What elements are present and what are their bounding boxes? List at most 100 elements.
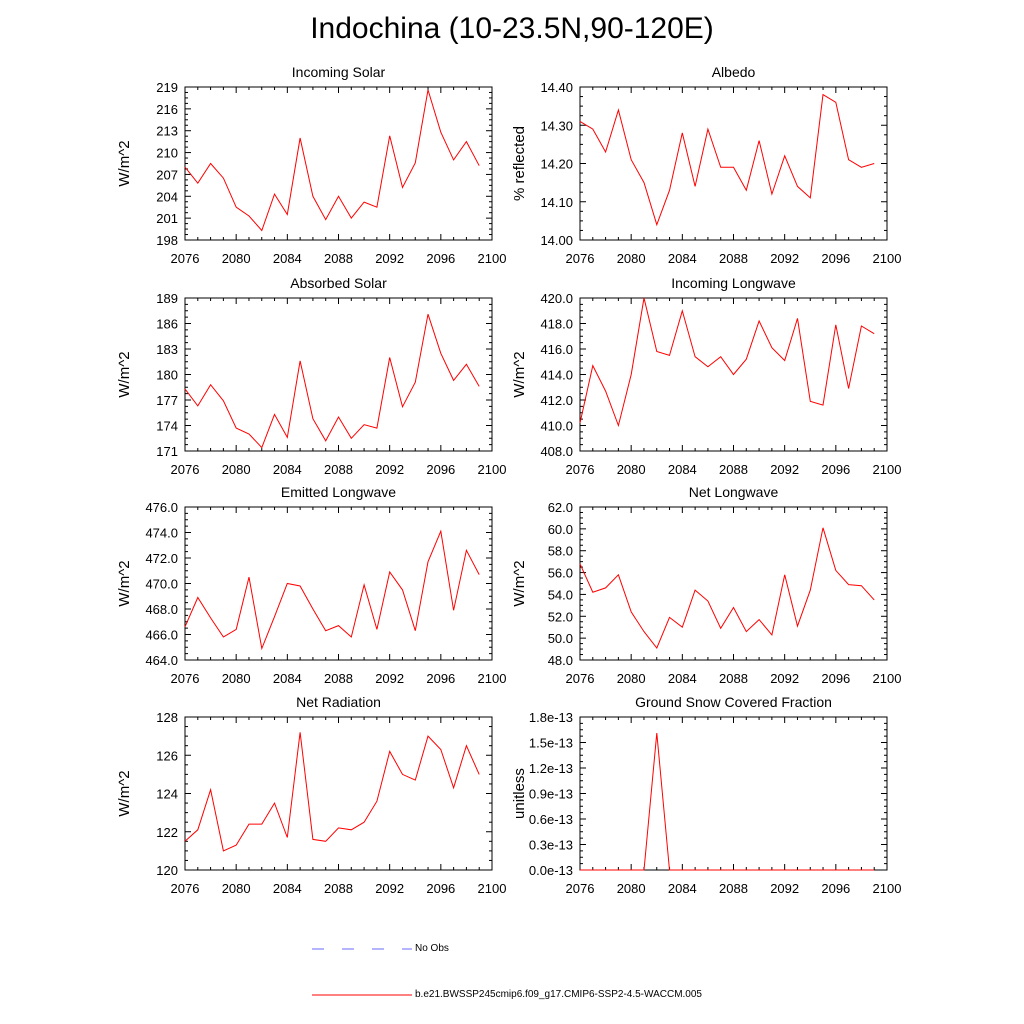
x-tick-label: 2096 bbox=[426, 251, 455, 266]
series-line bbox=[184, 314, 480, 449]
x-tick-label: 2084 bbox=[273, 881, 302, 896]
x-tick-label: 2092 bbox=[770, 462, 799, 477]
y-tick-label: 56.0 bbox=[548, 566, 573, 581]
y-tick-label: 474.0 bbox=[145, 526, 178, 541]
y-tick-label: 186 bbox=[156, 317, 178, 332]
y-axis-label: W/m^2 bbox=[116, 351, 133, 397]
y-tick-label: 48.0 bbox=[548, 653, 573, 668]
x-tick-label: 2092 bbox=[375, 671, 404, 686]
y-tick-label: 1.8e-13 bbox=[529, 710, 573, 725]
y-tick-label: 177 bbox=[156, 393, 178, 408]
x-tick-label: 2096 bbox=[426, 881, 455, 896]
panel-title: Incoming Longwave bbox=[671, 275, 796, 291]
y-tick-label: 198 bbox=[156, 233, 178, 248]
y-tick-label: 412.0 bbox=[540, 393, 573, 408]
y-tick-label: 14.30 bbox=[540, 118, 573, 133]
panel-incoming-longwave: 2076 2080 2084 2088 2092 2096 2100 408.0 410.0 41… bbox=[511, 275, 901, 477]
y-tick-label: 14.00 bbox=[540, 233, 573, 248]
y-tick-label: 210 bbox=[156, 146, 178, 161]
y-tick-label: 0.0e-13 bbox=[529, 863, 573, 878]
y-tick-label: 472.0 bbox=[145, 551, 178, 566]
y-tick-label: 14.40 bbox=[540, 80, 573, 95]
y-tick-label: 50.0 bbox=[548, 631, 573, 646]
x-tick-label: 2096 bbox=[821, 881, 850, 896]
y-tick-label: 418.0 bbox=[540, 317, 573, 332]
legend-obs-label: No Obs bbox=[415, 943, 449, 954]
y-tick-label: 14.20 bbox=[540, 157, 573, 172]
panel-net-radiation: 2076 2080 2084 2088 2092 2096 2100 120 122 124 126… bbox=[116, 694, 506, 896]
y-axis-label: % reflected bbox=[511, 126, 528, 201]
x-tick-label: 2100 bbox=[478, 251, 507, 266]
x-tick-label: 2084 bbox=[668, 462, 697, 477]
y-axis-label: W/m^2 bbox=[116, 770, 133, 816]
y-tick-label: 414.0 bbox=[540, 368, 573, 383]
y-tick-label: 408.0 bbox=[540, 444, 573, 459]
panel-title: Ground Snow Covered Fraction bbox=[635, 694, 832, 710]
x-tick-label: 2096 bbox=[821, 671, 850, 686]
x-tick-label: 2084 bbox=[273, 462, 302, 477]
y-tick-label: 183 bbox=[156, 342, 178, 357]
x-tick-label: 2084 bbox=[273, 251, 302, 266]
series-line bbox=[579, 297, 875, 428]
y-tick-label: 126 bbox=[156, 748, 178, 763]
y-tick-label: 416.0 bbox=[540, 342, 573, 357]
series-line bbox=[580, 733, 875, 871]
y-tick-label: 207 bbox=[156, 167, 178, 182]
panel-net-longwave: 2076 2080 2084 2088 2092 2096 2100 48.0 50.0 52.0… bbox=[511, 484, 901, 686]
y-tick-label: 58.0 bbox=[548, 544, 573, 559]
x-tick-label: 2092 bbox=[375, 881, 404, 896]
y-tick-label: 189 bbox=[156, 291, 178, 306]
x-tick-label: 2092 bbox=[375, 251, 404, 266]
x-tick-label: 2100 bbox=[873, 671, 902, 686]
y-tick-label: 466.0 bbox=[145, 628, 178, 643]
y-tick-label: 14.10 bbox=[540, 195, 573, 210]
panel-title: Incoming Solar bbox=[292, 64, 386, 80]
y-tick-label: 216 bbox=[156, 102, 178, 117]
x-tick-label: 2092 bbox=[770, 251, 799, 266]
x-tick-label: 2076 bbox=[171, 671, 200, 686]
x-tick-label: 2092 bbox=[770, 671, 799, 686]
legend-model-label: b.e21.BWSSP245cmip6.f09_g17.CMIP6-SSP2-4… bbox=[415, 989, 702, 1000]
y-axis-label: W/m^2 bbox=[116, 140, 133, 186]
x-tick-label: 2100 bbox=[478, 881, 507, 896]
y-axis-label: W/m^2 bbox=[116, 560, 133, 606]
page-title: Indochina (10-23.5N,90-120E) bbox=[310, 12, 714, 45]
y-tick-label: 470.0 bbox=[145, 577, 178, 592]
y-tick-label: 464.0 bbox=[145, 653, 178, 668]
x-tick-label: 2084 bbox=[668, 671, 697, 686]
y-tick-label: 410.0 bbox=[540, 419, 573, 434]
panel-ground-snow-covered-fraction: 2076 2080 2084 2088 2092 2096 2100 0.0e-13 0.3e-… bbox=[511, 694, 901, 896]
x-tick-label: 2084 bbox=[273, 671, 302, 686]
y-tick-label: 128 bbox=[156, 710, 178, 725]
x-tick-label: 2080 bbox=[617, 671, 646, 686]
y-tick-label: 174 bbox=[156, 419, 178, 434]
y-tick-label: 1.2e-13 bbox=[529, 761, 573, 776]
x-tick-label: 2088 bbox=[719, 251, 748, 266]
panel-absorbed-solar: 2076 2080 2084 2088 2092 2096 2100 171 174 177 180… bbox=[116, 275, 506, 477]
y-tick-label: 213 bbox=[156, 124, 178, 139]
y-tick-label: 201 bbox=[156, 211, 178, 226]
panel-emitted-longwave: 2076 2080 2084 2088 2092 2096 2100 464.0 466.0 46… bbox=[116, 484, 506, 686]
series-line bbox=[184, 529, 480, 651]
y-tick-label: 120 bbox=[156, 863, 178, 878]
x-tick-label: 2100 bbox=[478, 671, 507, 686]
x-tick-label: 2080 bbox=[617, 251, 646, 266]
y-tick-label: 52.0 bbox=[548, 609, 573, 624]
y-tick-label: 180 bbox=[156, 368, 178, 383]
x-tick-label: 2096 bbox=[821, 251, 850, 266]
x-tick-label: 2088 bbox=[324, 671, 353, 686]
x-tick-label: 2088 bbox=[719, 462, 748, 477]
series-line bbox=[184, 89, 480, 232]
series-line bbox=[579, 527, 875, 649]
x-tick-label: 2100 bbox=[873, 462, 902, 477]
y-axis-label: W/m^2 bbox=[511, 560, 528, 606]
x-tick-label: 2076 bbox=[566, 881, 595, 896]
y-tick-label: 124 bbox=[156, 787, 178, 802]
panel-title: Emitted Longwave bbox=[281, 484, 396, 500]
x-tick-label: 2076 bbox=[566, 462, 595, 477]
y-tick-label: 219 bbox=[156, 80, 178, 95]
x-tick-label: 2100 bbox=[478, 462, 507, 477]
panel-title: Net Radiation bbox=[296, 694, 381, 710]
